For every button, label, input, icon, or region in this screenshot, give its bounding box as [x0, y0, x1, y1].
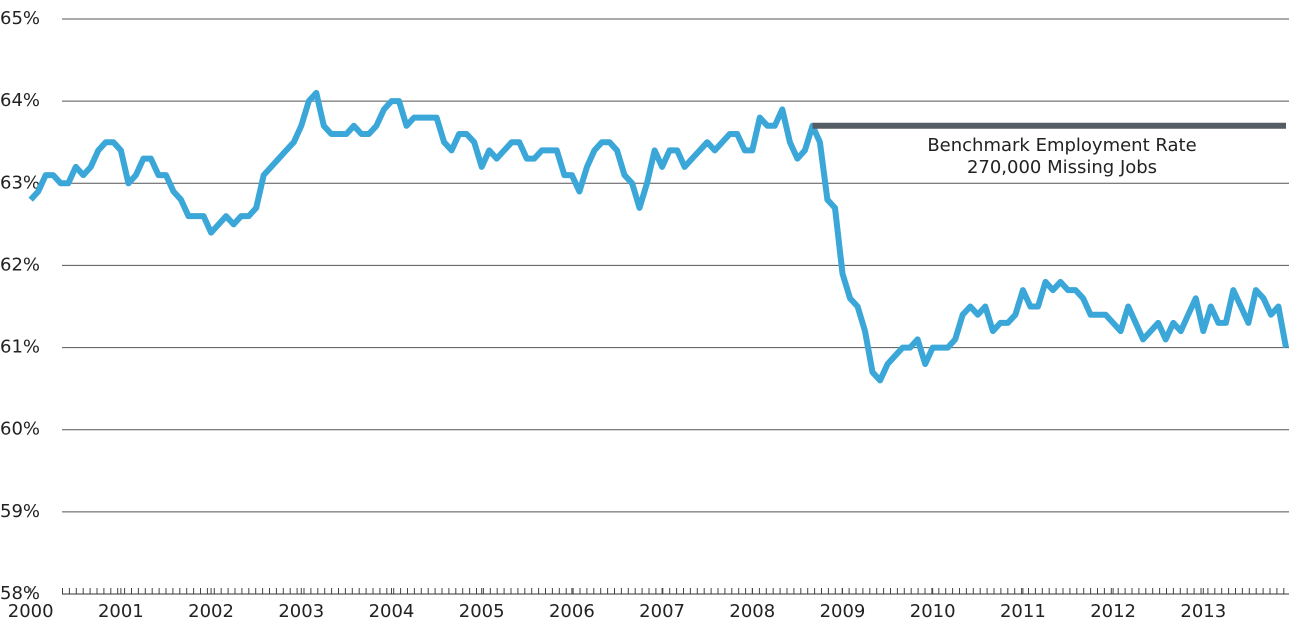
x-tick-label: 2002 — [188, 601, 234, 622]
x-tick-label: 2009 — [820, 601, 866, 622]
y-tick-label: 60% — [0, 419, 40, 440]
y-tick-label: 63% — [0, 172, 40, 193]
y-tick-label: 59% — [0, 501, 40, 522]
y-tick-label: 65% — [0, 8, 40, 29]
x-tick-label: 2010 — [910, 601, 956, 622]
annotation: 270,000 Missing Jobs — [967, 157, 1157, 178]
x-tick-label: 2006 — [549, 601, 595, 622]
x-tick-label: 2005 — [459, 601, 505, 622]
y-tick-label: 61% — [0, 337, 40, 358]
x-tick-label: 2000 — [8, 601, 54, 622]
x-tick-label: 2001 — [98, 601, 144, 622]
series-label: Benchmark Employment Rate — [927, 135, 1196, 156]
x-tick-label: 2003 — [278, 601, 324, 622]
y-tick-label: 58% — [0, 583, 40, 604]
x-tick-label: 2013 — [1180, 601, 1226, 622]
y-tick-label: 62% — [0, 254, 40, 275]
x-tick-label: 2008 — [729, 601, 775, 622]
x-tick-label: 2012 — [1090, 601, 1136, 622]
series-line — [28, 89, 1289, 384]
x-tick-label: 2004 — [369, 601, 415, 622]
x-tick-label: 2007 — [639, 601, 685, 622]
y-tick-label: 64% — [0, 90, 40, 111]
x-tick-label: 2011 — [1000, 601, 1046, 622]
